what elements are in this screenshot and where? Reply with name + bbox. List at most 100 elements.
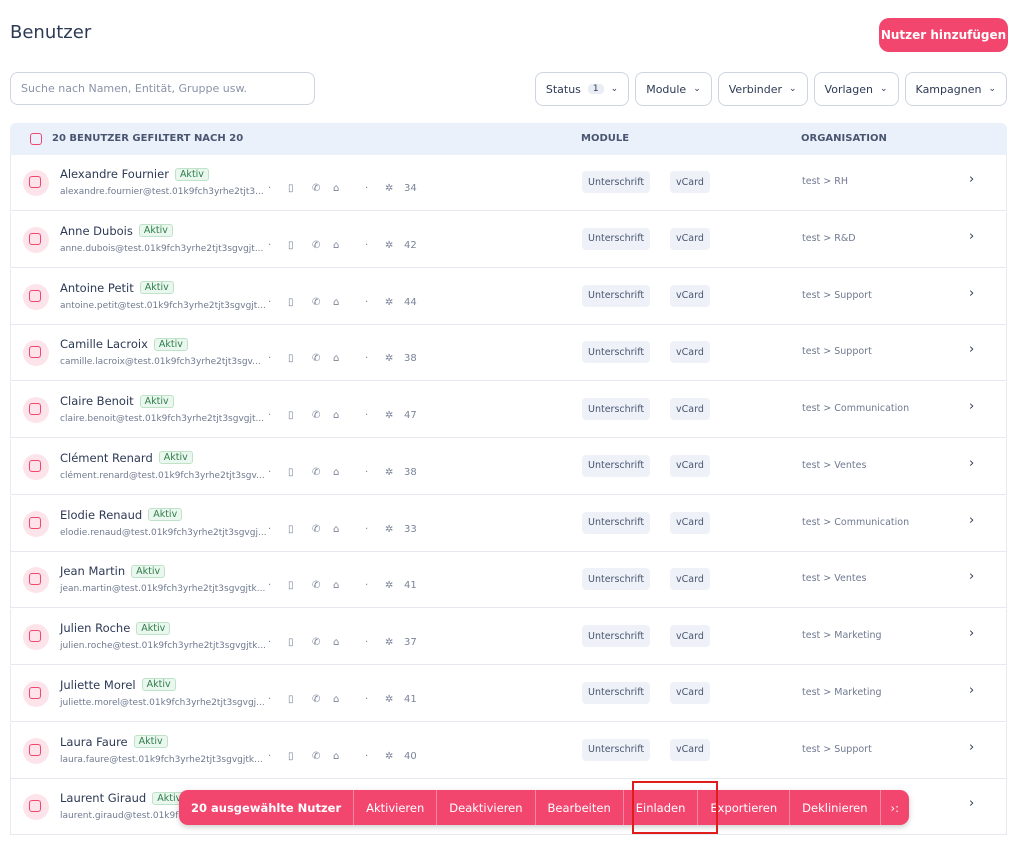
bulk-action[interactable]: Deklinieren [789,790,879,825]
user-row[interactable]: Clément Renard Aktiv clément.renard@test.0… [10,438,1007,495]
row-chevron[interactable]: › [969,739,975,755]
row-chevron[interactable]: › [969,342,975,358]
icon: · [268,637,272,648]
row-checkbox[interactable] [23,794,49,821]
row-checkbox[interactable] [23,226,49,253]
usage-count: 37 [404,637,417,648]
icon: · [365,523,369,535]
user-row[interactable]: Jean Martin Aktiv jean.martin@test.01k9fch… [10,552,1007,609]
row-checkbox[interactable] [23,340,49,367]
row-checkbox[interactable] [23,397,49,423]
organisation: test > Communication [802,516,910,528]
user-name: Jean Martin [60,564,126,579]
filter-button[interactable]: Vorlagen ⌄ [813,72,899,106]
bulk-action[interactable]: Deaktivieren [436,790,534,825]
user-name-cell: Laura Faure Aktiv [60,735,168,749]
bulk-action[interactable]: Bearbeiten [534,790,623,825]
usage-count: 41 [404,693,417,705]
icon: ✲ [385,523,394,535]
organisation: test > Marketing [802,630,882,641]
filters: Status 1 ⌄ Module ⌄ Verbinder ⌄ Vorlagen ⌄ Kampag… [534,72,1007,106]
row-checkbox[interactable] [23,624,49,650]
icon: ⌂ [333,239,340,251]
user-row[interactable]: Camille Lacroix Aktiv camille.lacroix@test… [10,325,1007,382]
row-checkbox[interactable] [23,510,49,537]
user-row[interactable]: Laura Faure Aktiv laura.faure@test.01k9fch… [10,722,1007,779]
row-checkbox[interactable] [23,170,49,196]
module-chip: Unterschrift [582,227,651,250]
user-row[interactable]: Claire Benoit Aktiv claire.benoit@test.01k… [10,382,1007,438]
status-badge: Aktiv [153,337,188,351]
status-badge: Aktiv [174,167,209,181]
organisation-header: ORGANISATION [801,133,887,144]
user-row[interactable]: Alexandre Fournier Aktiv alexandre.fournie… [10,155,1007,211]
user-name-cell: Claire Benoit Aktiv [60,394,174,408]
icon: · [365,750,369,762]
user-row[interactable]: Julien Roche Aktiv julien.roche@test.01k9f… [10,609,1007,665]
more-button[interactable]: ›: [879,790,909,825]
filter-button[interactable]: Verbinder ⌄ [717,72,808,106]
filter-button[interactable]: Kampagnen ⌄ [904,72,1007,106]
row-chevron[interactable]: › [969,228,975,244]
user-email: laura.faure@test.01k9fch3yrhe2tjt3sgvgjt… [60,754,263,765]
user-email: laurent.giraud@test.01k9fch [60,811,190,822]
icon: ▯ [288,693,294,705]
module-chip: vCard [670,284,710,307]
module-chip: Unterschrift [582,341,651,364]
row-checkbox[interactable] [23,283,49,310]
usage-count: 42 [404,239,417,251]
row-chevron[interactable]: › [969,569,975,585]
icon: · [365,239,369,251]
icon: ⌂ [333,183,340,194]
module-chip: vCard [670,171,710,193]
organisation: test > Support [802,346,872,358]
icon: · [268,410,272,421]
filter-count: 1 [587,84,604,94]
module-chip: vCard [670,568,710,591]
user-name-cell: Juliette Morel Aktiv [60,678,176,692]
icon: ✆ [312,239,321,251]
table-header: 20 BENUTZER GEFILTERT NACH 20 MODULE ORG… [10,123,1007,155]
row-checkbox[interactable] [23,737,49,764]
user-row[interactable]: Antoine Petit Aktiv antoine.petit@test.01k… [10,268,1007,325]
user-email: jean.martin@test.01k9fch3yrhe2tjt3sgvgjt… [60,584,266,595]
row-checkbox[interactable] [23,453,49,480]
row-checkbox[interactable] [23,680,49,707]
row-chevron[interactable]: › [969,399,975,414]
icon: ✆ [312,296,321,308]
row-chevron[interactable]: › [969,682,975,698]
row-chevron[interactable]: › [969,455,975,471]
user-email: clément.renard@test.01k9fch3yrhe2tjt3sgv… [60,470,265,481]
module-chip: vCard [670,681,710,704]
icon: ✆ [312,580,321,592]
filter-button[interactable]: Status 1 ⌄ [534,72,630,106]
row-chevron[interactable]: › [969,172,975,187]
row-chevron[interactable]: › [969,285,975,301]
select-all[interactable] [26,129,46,149]
bulk-action[interactable]: Exportieren [697,790,789,825]
add-user-button[interactable]: Nutzer hinzufügen [879,18,1008,52]
row-chevron[interactable]: › [969,796,975,812]
highlight-box [632,781,718,834]
icon: ✲ [385,183,394,194]
user-row[interactable]: Juliette Morel Aktiv juliette.morel@test.0… [10,665,1007,722]
icon: ⌂ [333,580,340,592]
user-row[interactable]: Anne Dubois Aktiv anne.dubois@test.01k9fch… [10,211,1007,268]
bulk-action[interactable]: Aktivieren [353,790,436,825]
user-name-cell: Camille Lacroix Aktiv [60,337,188,351]
icon: ⌂ [333,523,340,535]
icon: · [365,183,369,194]
organisation: test > Ventes [802,459,867,471]
chevron-icon: ⌄ [880,84,888,94]
user-row[interactable]: Elodie Renaud Aktiv elodie.renaud@test.01k… [10,495,1007,552]
row-chevron[interactable]: › [969,512,975,528]
row-chevron[interactable]: › [969,626,975,641]
search-input[interactable]: Suche nach Namen, Entität, Gruppe usw. [10,72,315,105]
user-email: anne.dubois@test.01k9fch3yrhe2tjt3sgvgjt… [60,243,264,254]
icon: ✆ [312,693,321,705]
bulk-action-bar: 20 ausgewählte Nutzer Aktivieren Deaktivie… [179,790,910,825]
filter-button[interactable]: Module ⌄ [635,72,712,106]
bulk-action[interactable]: Einladen [622,790,698,825]
row-checkbox[interactable] [23,567,49,594]
